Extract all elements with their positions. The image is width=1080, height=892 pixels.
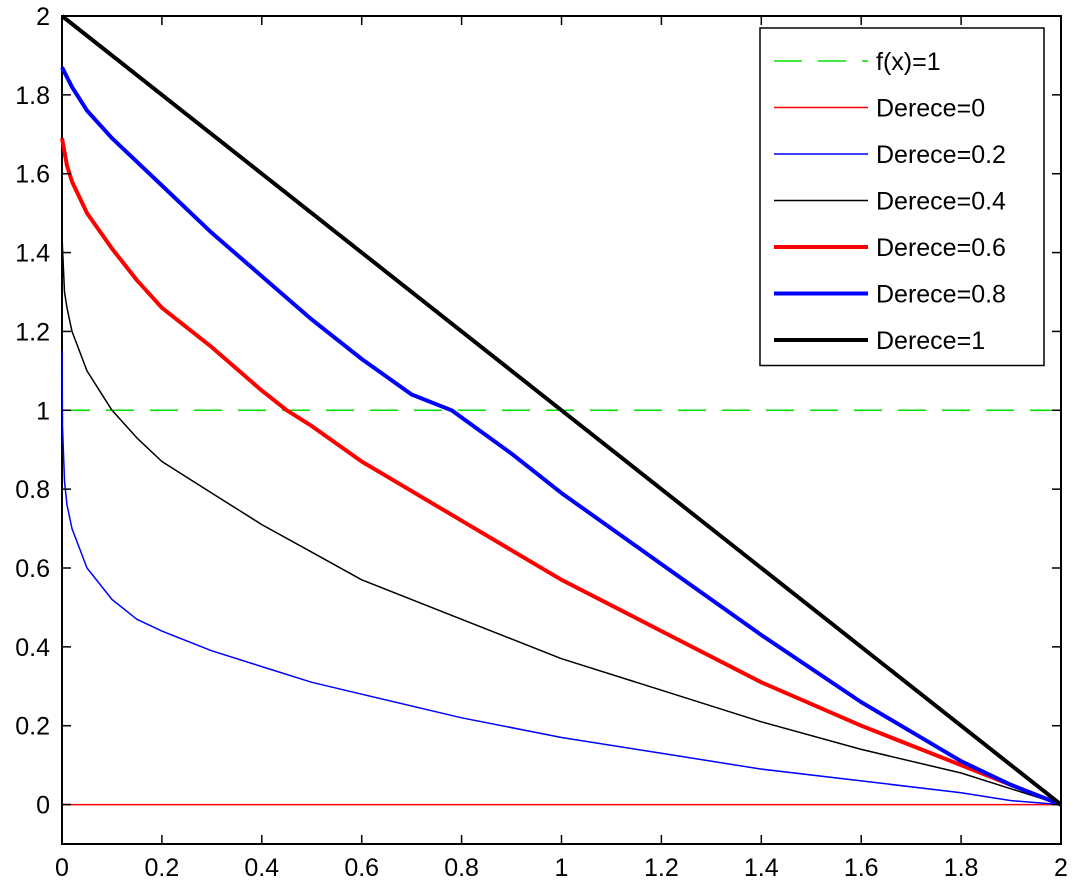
legend-label-derece-0-8: Derece=0.8 bbox=[876, 281, 1006, 309]
series-layer bbox=[60, 14, 1063, 807]
x-tick-label: 0.6 bbox=[344, 854, 379, 882]
series-line-derece-0-8 bbox=[60, 66, 1062, 807]
legend-label-derece-0-4: Derece=0.4 bbox=[876, 188, 1006, 216]
legend-label-derece-0-2: Derece=0.2 bbox=[876, 141, 1006, 169]
legend-label-derece-0: Derece=0 bbox=[876, 95, 985, 123]
y-tick-label: 0.6 bbox=[15, 555, 50, 583]
x-tick-label: 0.8 bbox=[444, 854, 479, 882]
x-tick-label: 2 bbox=[1054, 854, 1068, 882]
y-tick-label: 0.4 bbox=[15, 634, 50, 662]
x-tick-label: 1.8 bbox=[944, 854, 979, 882]
y-tick-label: 1.4 bbox=[15, 240, 50, 268]
series-line-derece-0-6 bbox=[60, 137, 1062, 807]
y-tick-label: 1.2 bbox=[15, 318, 50, 346]
y-tick-label: 2 bbox=[36, 3, 50, 31]
x-tick-label: 0 bbox=[55, 854, 69, 882]
x-tick-label: 1.2 bbox=[644, 854, 679, 882]
series-line-derece-0-2 bbox=[61, 351, 1062, 806]
x-tick-label: 0.4 bbox=[244, 854, 279, 882]
x-tick-label: 1.6 bbox=[844, 854, 879, 882]
series-line-derece-0-4 bbox=[61, 236, 1062, 806]
y-tick-label: 0.8 bbox=[15, 476, 50, 504]
legend: f(x)=1 Derece=0 Derece=0.2 Derece=0.4 Derece… bbox=[759, 27, 1045, 367]
y-tick-label: 0 bbox=[36, 792, 50, 820]
legend-label-derece-1: Derece=1 bbox=[876, 327, 985, 355]
series-line-derece-1 bbox=[60, 14, 1063, 807]
x-tick-label: 1.4 bbox=[744, 854, 779, 882]
y-tick-label: 1 bbox=[36, 397, 50, 425]
y-tick-label: 0.2 bbox=[15, 713, 50, 741]
y-tick-label: 1.8 bbox=[15, 82, 50, 110]
x-tick-label: 0.2 bbox=[145, 854, 180, 882]
legend-label-f-x-1: f(x)=1 bbox=[876, 48, 941, 76]
x-tick-label: 1 bbox=[555, 854, 569, 882]
legend-label-derece-0-6: Derece=0.6 bbox=[876, 234, 1006, 262]
legend-box bbox=[759, 27, 1045, 367]
y-tick-label: 1.6 bbox=[15, 161, 50, 189]
ticks-layer: 0 0.2 0.4 0.6 0.8 1 1.2 1.4 1.6 1.8 2 0 0.2 0.4 0.6 0.8… bbox=[15, 3, 1068, 882]
